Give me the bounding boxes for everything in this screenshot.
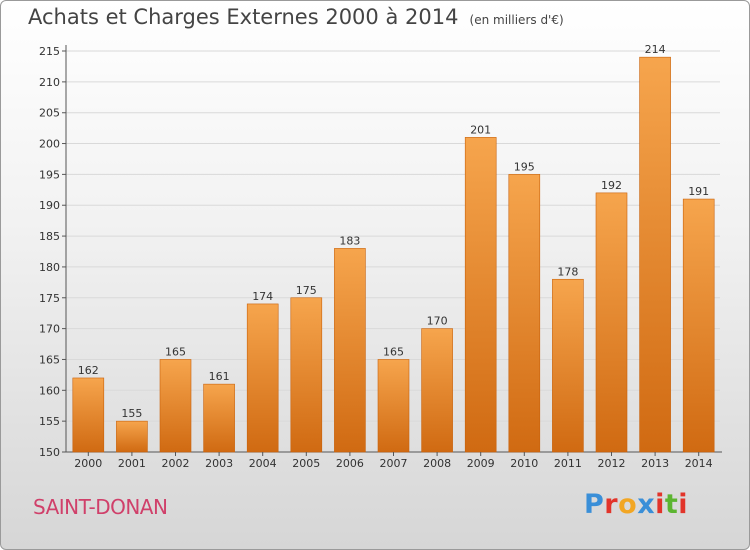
- y-tick-label: 175: [39, 292, 60, 305]
- bar-value-label: 175: [296, 284, 317, 297]
- logo-letter: r: [604, 489, 619, 520]
- bar: [246, 303, 279, 453]
- logo-letter: i: [655, 489, 665, 520]
- y-tick-label: 155: [39, 415, 60, 428]
- y-tick-label: 195: [39, 168, 60, 181]
- bar: [116, 420, 148, 453]
- y-tick-label: 185: [39, 230, 60, 243]
- y-tick-label: 165: [39, 353, 60, 366]
- bar: [421, 328, 453, 453]
- bar: [639, 56, 671, 453]
- chart-title: Achats et Charges Externes 2000 à 2014: [28, 5, 459, 29]
- bar-value-label: 155: [121, 407, 142, 420]
- x-tick-label: 2009: [467, 457, 495, 470]
- bar-value-label: 161: [209, 370, 230, 383]
- bar: [377, 359, 410, 453]
- logo-letter: i: [678, 489, 689, 520]
- x-tick-label: 2005: [292, 457, 320, 470]
- x-tick-label: 2006: [336, 457, 364, 470]
- y-tick-label: 150: [39, 446, 60, 459]
- y-tick-label: 160: [39, 384, 60, 397]
- bar-value-label: 183: [339, 234, 360, 247]
- bar-value-label: 165: [165, 345, 186, 358]
- y-tick-label: 200: [39, 138, 60, 151]
- bar: [334, 248, 366, 453]
- bar-value-label: 174: [252, 290, 273, 303]
- bar-value-label: 192: [601, 179, 622, 192]
- logo-letter: t: [664, 489, 679, 520]
- x-tick-label: 2002: [162, 457, 190, 470]
- bar: [552, 278, 584, 453]
- bar-value-label: 165: [383, 345, 404, 358]
- x-tick-label: 2007: [380, 457, 408, 470]
- y-tick-label: 170: [39, 323, 60, 336]
- x-tick-label: 2000: [74, 457, 102, 470]
- logo-letter: P: [584, 489, 605, 520]
- bar: [464, 137, 497, 453]
- bar-value-label: 162: [78, 364, 99, 377]
- bar-value-label: 170: [427, 315, 448, 328]
- proxiti-logo: Proxiti: [584, 489, 688, 520]
- bar-value-label: 214: [645, 43, 666, 56]
- logo-letter: o: [618, 489, 638, 520]
- bar: [595, 192, 628, 453]
- bar: [682, 198, 715, 453]
- bar-value-label: 178: [557, 265, 578, 278]
- bar: [72, 377, 105, 453]
- bar: [508, 174, 541, 453]
- y-tick-label: 205: [39, 107, 60, 120]
- chart-subtitle: (en milliers d'€): [469, 13, 564, 27]
- bar: [159, 359, 192, 453]
- bar: [290, 297, 323, 453]
- bar-value-label: 195: [514, 160, 535, 173]
- y-tick-label: 215: [39, 45, 60, 58]
- x-tick-label: 2010: [510, 457, 538, 470]
- chart-title-group: Achats et Charges Externes 2000 à 2014 (…: [28, 5, 564, 29]
- x-tick-label: 2012: [598, 457, 626, 470]
- logo-letter: x: [637, 489, 656, 520]
- bar: [203, 383, 235, 453]
- x-tick-label: 2004: [249, 457, 277, 470]
- x-tick-label: 2001: [118, 457, 146, 470]
- y-tick-label: 190: [39, 199, 60, 212]
- y-tick-label: 180: [39, 261, 60, 274]
- x-tick-label: 2003: [205, 457, 233, 470]
- x-tick-label: 2008: [423, 457, 451, 470]
- y-tick-label: 210: [39, 76, 60, 89]
- bar-value-label: 191: [688, 185, 709, 198]
- x-tick-label: 2014: [685, 457, 713, 470]
- x-tick-label: 2011: [554, 457, 582, 470]
- x-tick-label: 2013: [641, 457, 669, 470]
- bar-value-label: 201: [470, 123, 491, 136]
- place-name: SAINT-DONAN: [33, 495, 168, 519]
